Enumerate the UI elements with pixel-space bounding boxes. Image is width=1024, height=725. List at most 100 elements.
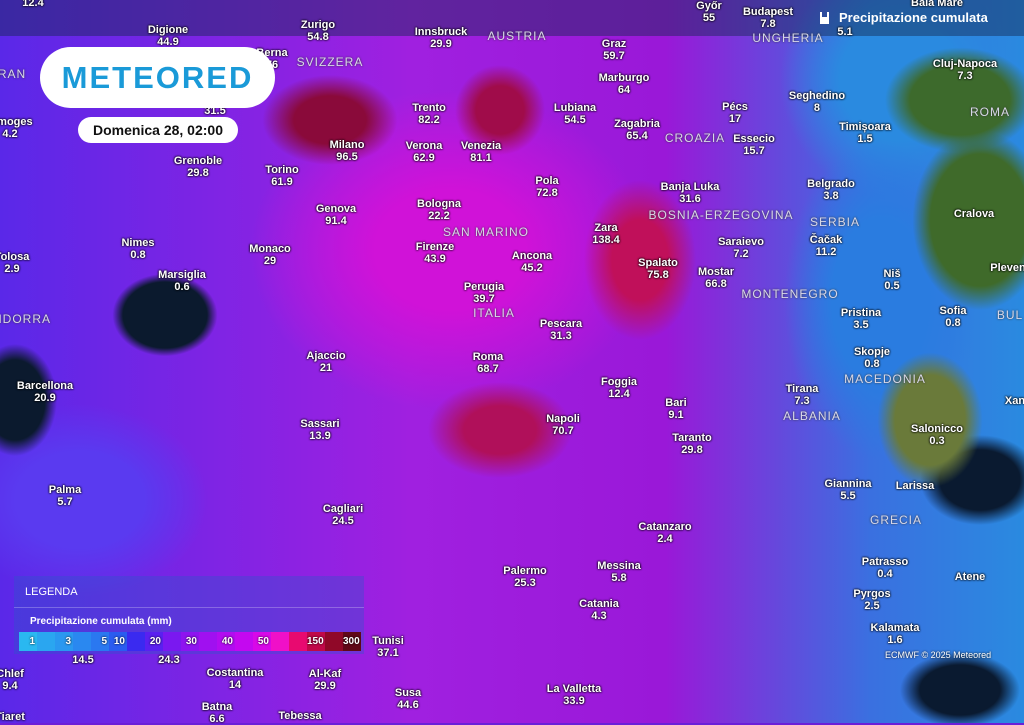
legend-step [271, 632, 289, 651]
city-precipitation-value: 20.9 [34, 392, 56, 404]
city-name: Al-Kaf [308, 668, 342, 680]
city-precipitation-value: 24.5 [332, 515, 354, 527]
city-name: Tunisi [372, 635, 404, 647]
city-precipitation-value: 44.6 [397, 699, 419, 711]
city-name: Budapest [742, 6, 794, 18]
city-precipitation-value: 61.9 [271, 176, 293, 188]
city-label: Seghedino 8 [789, 90, 845, 114]
city-label: Monaco 29 [249, 243, 291, 267]
legend-step [73, 632, 91, 651]
city-label: Cluj-Napoca 7.3 [933, 58, 997, 82]
city-name: Zara [594, 222, 618, 234]
city-label: Limoges4.2 [0, 116, 33, 140]
city-label: Tolosa2.9 [0, 251, 29, 275]
city-precipitation-value: 44.9 [157, 36, 179, 48]
city-name: Chlef [0, 668, 24, 680]
city-label: 5.1 [837, 26, 852, 38]
city-precipitation-value: 43.9 [424, 253, 446, 265]
city-precipitation-value: 6.6 [209, 713, 225, 725]
city-precipitation-value: 54.8 [307, 31, 329, 43]
city-precipitation-value: 7.8 [760, 18, 776, 30]
legend-step: 1 [19, 632, 37, 651]
city-name: Palma [48, 484, 82, 496]
city-name: Cagliari [322, 503, 364, 515]
city-label: Xan [1005, 395, 1024, 407]
city-label: Spalato 75.8 [638, 257, 678, 281]
city-precipitation-value: 4.2 [2, 128, 18, 140]
city-precipitation-value: 17 [728, 113, 742, 125]
city-name: Pescara [539, 318, 583, 330]
city-name: Spalato [638, 257, 678, 269]
city-precipitation-value: 37.1 [377, 647, 399, 659]
city-name: Pyrgos [853, 588, 891, 600]
city-precipitation-value: 11.2 [815, 246, 837, 258]
city-precipitation-value: 1.5 [857, 133, 873, 145]
city-name: Innsbruck [414, 26, 468, 38]
city-label: Essecio 15.7 [733, 133, 775, 157]
city-label: Roma 68.7 [473, 351, 504, 375]
city-name: Atene [954, 571, 986, 583]
city-name: Barcellona [16, 380, 74, 392]
city-precipitation-value: 12.4 [608, 388, 630, 400]
city-label: Marsiglia 0.6 [158, 269, 206, 293]
city-precipitation-value: 8 [813, 102, 821, 114]
city-label: Tirana 7.3 [786, 383, 819, 407]
country-label: RAN [0, 67, 27, 81]
city-name: Skopje [853, 346, 891, 358]
city-label: Venezia 81.1 [461, 140, 501, 164]
city-label: Pleven [990, 262, 1024, 274]
forecast-date[interactable]: Domenica 28, 02:00 [78, 117, 238, 143]
city-name: Baia Mare [911, 0, 963, 9]
city-precipitation-value: 25.3 [514, 577, 536, 589]
city-name: Digione [147, 24, 189, 36]
meteored-logo[interactable]: METEORED [40, 47, 275, 108]
country-label: SERBIA [809, 215, 861, 229]
city-label: Catania 4.3 [579, 598, 619, 622]
city-precipitation-value: 33.9 [563, 695, 585, 707]
city-precipitation-value: 29.9 [430, 38, 452, 50]
country-label: SAN MARINO [442, 225, 530, 239]
city-label: Tunisi 37.1 [372, 635, 404, 659]
city-name: Ancona [511, 250, 553, 262]
city-name: Larissa [895, 480, 935, 492]
city-name: Tirana [785, 383, 819, 395]
city-name: Verona [405, 140, 443, 152]
map-title-text: Precipitazione cumulata [839, 10, 988, 25]
country-label: SVIZZERA [296, 55, 364, 69]
city-label: Atene [955, 571, 986, 583]
city-label: Sassari 13.9 [300, 418, 339, 442]
city-name: Patrasso [861, 556, 909, 568]
city-name: La Valletta [546, 683, 602, 695]
city-precipitation-value: 31.6 [679, 193, 701, 205]
city-name: Niš [883, 268, 901, 280]
legend-step: 3 [55, 632, 73, 651]
city-label: Zurigo 54.8 [301, 19, 335, 43]
city-precipitation-value: 72.8 [536, 187, 558, 199]
legend-step [235, 632, 253, 651]
legend-step [127, 632, 145, 651]
city-precipitation-value: 5.5 [840, 490, 856, 502]
city-name: Zurigo [300, 19, 336, 31]
city-precipitation-value: 14.5 [72, 654, 94, 666]
city-label: Ancona 45.2 [512, 250, 552, 274]
rain-gauge-icon [820, 11, 829, 24]
city-name: Ajaccio [306, 350, 346, 362]
legend-heading: LEGENDA [14, 576, 364, 608]
city-label: Foggia 12.4 [601, 376, 637, 400]
country-label: GRECIA [869, 513, 923, 527]
city-name: Győr [696, 0, 722, 12]
city-name: Kalamata [870, 622, 920, 634]
city-name: Pleven [990, 262, 1024, 274]
city-label: La Valletta 33.9 [547, 683, 601, 707]
city-label: Perugia 39.7 [464, 281, 504, 305]
city-name: Pola [535, 175, 559, 187]
city-precipitation-value: 0.4 [877, 568, 893, 580]
city-name: Perugia [463, 281, 505, 293]
city-precipitation-value: 7.2 [733, 248, 749, 260]
city-precipitation-value: 0.5 [884, 280, 900, 292]
city-precipitation-value: 31.3 [550, 330, 572, 342]
country-label: BUL [996, 308, 1024, 322]
city-name: Cralova [953, 208, 995, 220]
city-label: 31.5 [204, 105, 225, 117]
